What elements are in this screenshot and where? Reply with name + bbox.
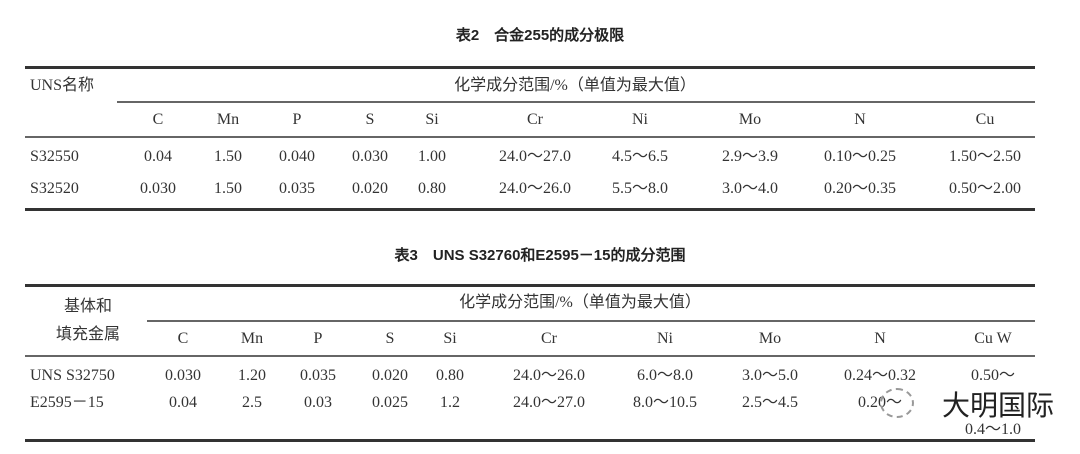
table-cell: 2.5～4.5 [741,394,799,411]
table-cell: 0.04 [169,394,197,411]
table-cell: 0.035 [300,367,336,384]
table-cell: 0.04 [144,148,172,165]
table-cell: 0.020 [372,367,408,384]
column-header: C [177,330,189,347]
table3-row-header-line2: 填充金属 [55,326,121,343]
table-cell: 0.50～ [970,367,1016,384]
table-cell: 8.0～10.5 [632,394,698,411]
table-cell: 0.24～0.32 [843,367,917,384]
table-cell: 24.0～27.0 [498,148,572,165]
table3-top-rule [25,284,1035,287]
table-cell: 0.030 [352,148,388,165]
table-cell: 0.80 [418,180,446,197]
table2-sub-rule [117,101,1035,103]
table3-title: 表3 UNS S32760和E2595－15的成分范围 [394,247,686,264]
table-cell: 0.20～0.35 [823,180,897,197]
table3-sub-rule [147,320,1035,322]
table-cell: 24.0～27.0 [512,394,586,411]
column-header: Cu W [974,330,1012,347]
table-cell: 0.030 [140,180,176,197]
table-cell: 0.03 [304,394,332,411]
table-cell: 1.00 [418,148,446,165]
table-cell: 0.10～0.25 [823,148,897,165]
column-header: N [854,111,866,128]
table-cell: 1.2 [440,394,460,411]
column-header: Si [425,111,439,128]
column-header: Mn [240,330,264,347]
table-cell: 4.5～6.5 [611,148,669,165]
table2-title: 表2 合金255的成分极限 [455,27,625,44]
table-cell: 1.20 [238,367,266,384]
watermark: 大明国际 [942,389,1055,422]
column-header: Cu [975,111,995,128]
table-cell: 0.020 [352,180,388,197]
table2-header-rule [25,136,1035,138]
table-cell: 1.50～2.50 [948,148,1022,165]
table-cell: 0.80 [436,367,464,384]
table2-top-rule [25,66,1035,69]
table-cell: 0.035 [279,180,315,197]
table2-group-header: 化学成分范围/%（单值为最大值） [454,77,696,94]
table-cell: 24.0～26.0 [512,367,586,384]
table-cell: 2.5 [242,394,262,411]
table3-bottom-rule [25,439,1035,442]
table-cell: 1.50 [214,180,242,197]
column-header: Si [443,330,457,347]
column-header: P [313,330,323,347]
row-name: E2595－15 [30,394,104,411]
column-header: Mo [758,330,782,347]
table-cell: 6.0～8.0 [636,367,694,384]
table2-row-header: UNS名称 [30,77,95,94]
column-header: Mn [216,111,240,128]
column-header: P [292,111,302,128]
table-cell: 0.025 [372,394,408,411]
column-header: Ni [657,330,673,347]
table-cell: 3.0～5.0 [741,367,799,384]
table-cell: 0.4～1.0 [964,421,1022,438]
row-name: UNS S32750 [30,367,115,384]
table-cell: 0.040 [279,148,315,165]
table-cell: 2.9～3.9 [721,148,779,165]
table3-row-header-line1: 基体和 [63,298,113,315]
table-cell: 3.0～4.0 [721,180,779,197]
column-header: N [874,330,886,347]
column-header: Cr [541,330,557,347]
table-cell: 5.5～8.0 [611,180,669,197]
table-cell: 0.50～2.00 [948,180,1022,197]
row-name: S32520 [30,180,79,197]
column-header: Ni [632,111,648,128]
table-cell: 0.030 [165,367,201,384]
table-cell: 1.50 [214,148,242,165]
column-header: Cr [527,111,543,128]
column-header: S [365,111,375,128]
table3-group-header: 化学成分范围/%（单值为最大值） [459,294,701,311]
row-name: S32550 [30,148,79,165]
table-cell: 24.0～26.0 [498,180,572,197]
wechat-icon [880,388,914,418]
table3-header-rule [25,355,1035,357]
column-header: Mo [738,111,762,128]
column-header: S [385,330,395,347]
column-header: C [152,111,164,128]
table2-bottom-rule [25,208,1035,211]
